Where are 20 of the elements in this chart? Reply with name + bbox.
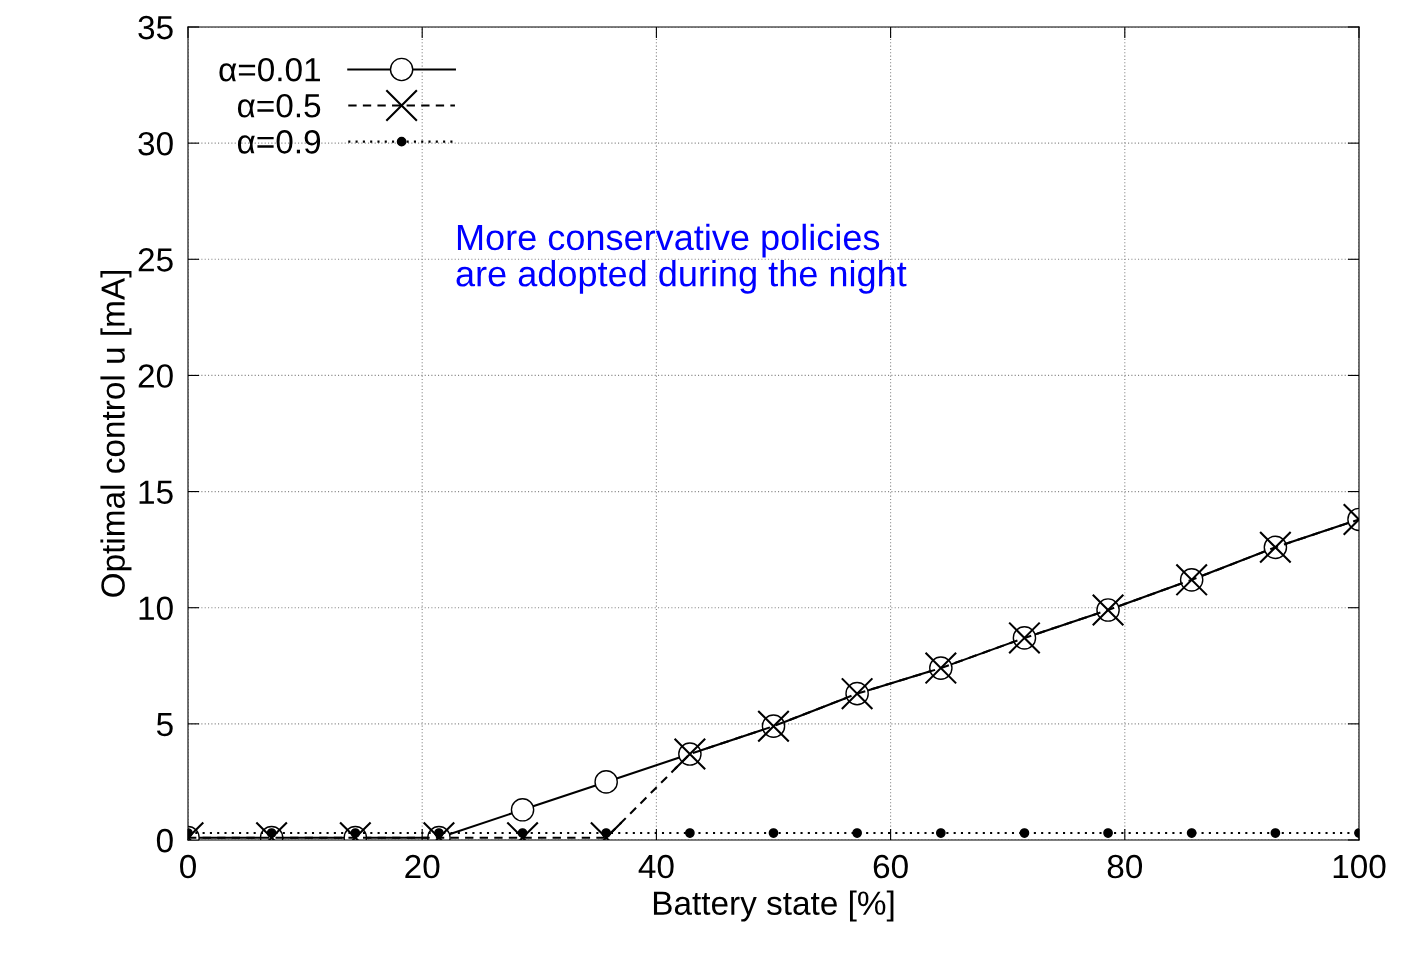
y-tick-label: 0 — [156, 828, 173, 853]
legend-label: α=0.9 — [237, 130, 321, 154]
y-tick-label: 15 — [139, 480, 173, 504]
y-tick-label: 20 — [138, 364, 173, 388]
y-axis-title: Optimal control u [mA] — [100, 271, 132, 597]
y-tick-label: 25 — [138, 248, 173, 272]
x-tick-label: 0 — [180, 854, 196, 879]
y-tick-label: 35 — [138, 15, 173, 40]
x-tick-label: 80 — [1107, 854, 1143, 879]
x-tick-label: 100 — [1333, 854, 1386, 879]
legend-label: α=0.5 — [237, 93, 321, 118]
x-tick-label: 60 — [873, 854, 908, 879]
x-axis-title: Battery state [%] — [653, 890, 894, 922]
x-tick-label: 40 — [638, 854, 674, 879]
y-tick-label: 5 — [156, 713, 173, 737]
y-tick-label: 30 — [138, 131, 173, 156]
y-tick-label: 10 — [139, 596, 173, 621]
annotation: More conservative policies are adopted during the night — [456, 223, 907, 294]
legend-label: α=0.01 — [219, 57, 320, 82]
x-tick-label: 20 — [405, 854, 440, 879]
